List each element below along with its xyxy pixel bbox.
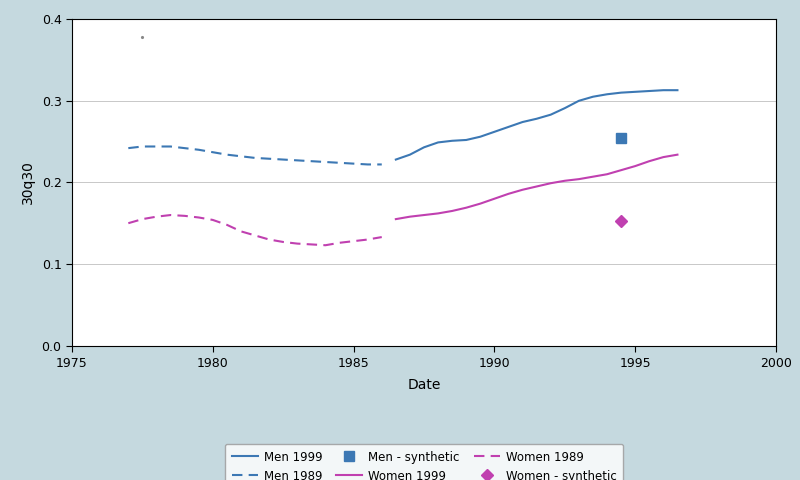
Y-axis label: 30q30: 30q30 (21, 160, 34, 204)
X-axis label: Date: Date (407, 378, 441, 392)
Legend: Men 1999, Men 1989, Men - synthetic, Women 1999, Women 1989, Women - synthetic: Men 1999, Men 1989, Men - synthetic, Wom… (225, 444, 623, 480)
